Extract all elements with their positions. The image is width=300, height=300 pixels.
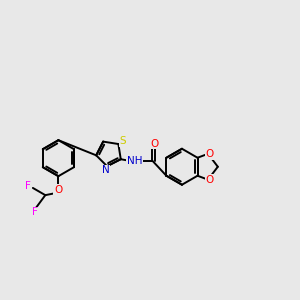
Text: S: S (120, 136, 126, 146)
Text: O: O (150, 139, 158, 148)
Text: N: N (101, 165, 109, 176)
Text: O: O (54, 184, 62, 195)
Text: O: O (206, 149, 214, 159)
Text: NH: NH (127, 156, 142, 166)
Text: F: F (32, 208, 38, 218)
Text: F: F (25, 181, 31, 191)
Text: O: O (206, 175, 214, 185)
